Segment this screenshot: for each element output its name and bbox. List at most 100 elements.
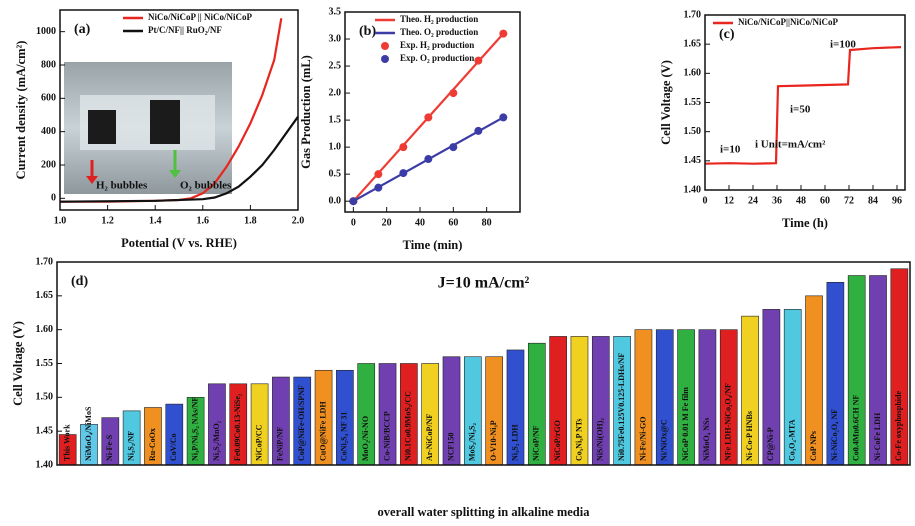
bar-label: MoO₂/Ni-NO: [361, 416, 370, 461]
y-tick-label: 1.60: [684, 68, 702, 79]
x-axis-label: Time (min): [403, 238, 463, 252]
y-axis-label: Cell Voltage (V): [659, 60, 673, 145]
bar-label: Ni₃S₂/NF: [126, 431, 135, 461]
data-point: [399, 143, 408, 152]
annotation: i=100: [830, 39, 856, 51]
x-tick-label: 36: [772, 195, 782, 206]
bar-label: Ni-CoFe LDH: [873, 412, 882, 461]
chart-title: J=10 mA/cm²: [438, 275, 530, 292]
bar-label: NiS/Ni(OH)₂: [596, 418, 605, 461]
bar-label: Ni-Co-P HNBs: [745, 411, 754, 461]
legend-label: Theo. H₂ production: [400, 14, 478, 24]
bar-label: NCF150: [446, 433, 455, 461]
data-point: [449, 143, 458, 152]
data-point: [499, 113, 508, 122]
panel-label: (d): [71, 274, 88, 289]
panel-label: (b): [359, 24, 376, 39]
data-point: [424, 155, 433, 164]
y-tick-label: 600: [41, 93, 56, 104]
bar-label: CoV/Co: [169, 433, 178, 461]
bar-label: O-V10-Ni₃P: [489, 420, 498, 461]
data-line: [704, 46, 902, 165]
bar-label: Ni₃S₂ LDH: [510, 424, 519, 461]
data-point: [399, 169, 408, 178]
data-point: [349, 197, 358, 206]
bar-label: CuO@NiFe LDH: [318, 401, 327, 461]
bar-label: Ni₃S₂/MnO₂: [212, 420, 221, 461]
y-tick-label: 1.65: [36, 290, 54, 301]
bar-label: CoP NPs: [809, 431, 818, 461]
data-point: [474, 126, 483, 135]
y-tick-label: 1000: [36, 26, 56, 37]
x-tick-label: 1.8: [244, 215, 257, 226]
data-point: [474, 56, 483, 65]
panel-label: (c): [719, 27, 735, 42]
bar-label: Co-NiB/BCCP: [382, 411, 391, 461]
bar-label: NiCoP 0.01 M Fe film: [681, 387, 690, 461]
bar-label: This Work: [62, 424, 71, 461]
data-point: [374, 183, 383, 192]
x-tick-label: 1.4: [149, 215, 162, 226]
legend-label: Pt/C/NF|| RuO₂/NF: [148, 25, 222, 35]
data-point: [449, 89, 458, 98]
x-tick-label: 1.0: [54, 215, 67, 226]
bar-label: FeNiP/NF: [276, 427, 285, 461]
bar-label: Ar-NiCoP/NF: [425, 414, 434, 461]
x-tick-label: 60: [820, 195, 830, 206]
bar-label: Ni-Fe-S: [105, 434, 114, 461]
x-tick-label: 20: [382, 217, 392, 228]
y-tick-label: 3.5: [329, 6, 342, 17]
bar-label: Co₅Ni₅P NTs: [574, 418, 583, 461]
y-axis-label: Cell Voltage (V): [11, 321, 25, 406]
y-tick-label: 1.5: [329, 114, 342, 125]
bar-label: Co0.4Mn0.6CH NF: [852, 394, 861, 461]
y-tick-label: 1.70: [36, 256, 54, 267]
y-tick-label: 0: [51, 193, 56, 204]
bar-label: NiCoP/rGO: [553, 420, 562, 461]
legend-label: Exp. O₂ production: [400, 53, 474, 63]
y-tick-label: 3.0: [329, 33, 342, 44]
annotation: i Unit=mA/cm²: [755, 139, 826, 151]
bar-label: Co₃O₄-MTA: [788, 419, 797, 461]
data-line: [59, 116, 299, 203]
x-tick-label: 72: [844, 195, 854, 206]
x-tick-label: 48: [796, 195, 806, 206]
legend-swatch: [381, 55, 389, 63]
y-tick-label: 1.40: [684, 184, 702, 195]
x-tick-label: 0: [351, 217, 356, 228]
annotation: O₂ bubbles: [180, 180, 232, 192]
legend-label: NiCo/NiCoP || NiCo/NiCoP: [148, 12, 252, 22]
data-point: [374, 170, 383, 179]
bar-label: Ni₃P/Ni₃S₂ NAs/NF: [190, 397, 199, 461]
y-tick-label: 1.45: [36, 425, 54, 436]
bar-label: NiCoP/NF: [532, 425, 541, 461]
x-tick-label: 80: [482, 217, 492, 228]
bar-label: NiMoO₄/NiMoS: [84, 406, 93, 461]
legend-label: Theo. O₂ production: [400, 27, 478, 37]
y-tick-label: 2.5: [329, 60, 342, 71]
legend-swatch: [381, 42, 389, 50]
y-tick-label: 400: [41, 126, 56, 137]
y-tick-label: 0.0: [329, 195, 342, 206]
bar-label: CoNi₂S₄ NF 31: [340, 412, 349, 461]
y-tick-label: 200: [41, 159, 56, 170]
y-axis-label: Current density (mA/cm²): [14, 41, 28, 180]
y-tick-label: 1.50: [684, 126, 702, 137]
y-tick-label: 1.70: [684, 9, 702, 20]
y-tick-label: 1.55: [684, 97, 702, 108]
panel-label: (a): [74, 22, 91, 37]
x-tick-label: 40: [415, 217, 425, 228]
bar-label: MoS₂/Ni₃S₂: [468, 423, 477, 461]
y-tick-label: 1.50: [36, 392, 54, 403]
y-tick-label: 1.65: [684, 38, 702, 49]
x-axis-label: Time (h): [782, 216, 828, 230]
x-tick-label: 12: [724, 195, 734, 206]
x-tick-label: 2.0: [292, 215, 305, 226]
bar-label: Ni0.1Co0.9MoS₂/CC: [404, 391, 413, 461]
bar-label: CoP@NiFe-OH/SPNF: [297, 385, 306, 461]
bar-label: Co-Fe oxyphosphide: [894, 391, 903, 461]
bar-label: NFe LDH-NiCo₂O₄/NF: [724, 383, 733, 461]
plot-frame: [59, 9, 299, 211]
x-tick-label: 60: [448, 217, 458, 228]
